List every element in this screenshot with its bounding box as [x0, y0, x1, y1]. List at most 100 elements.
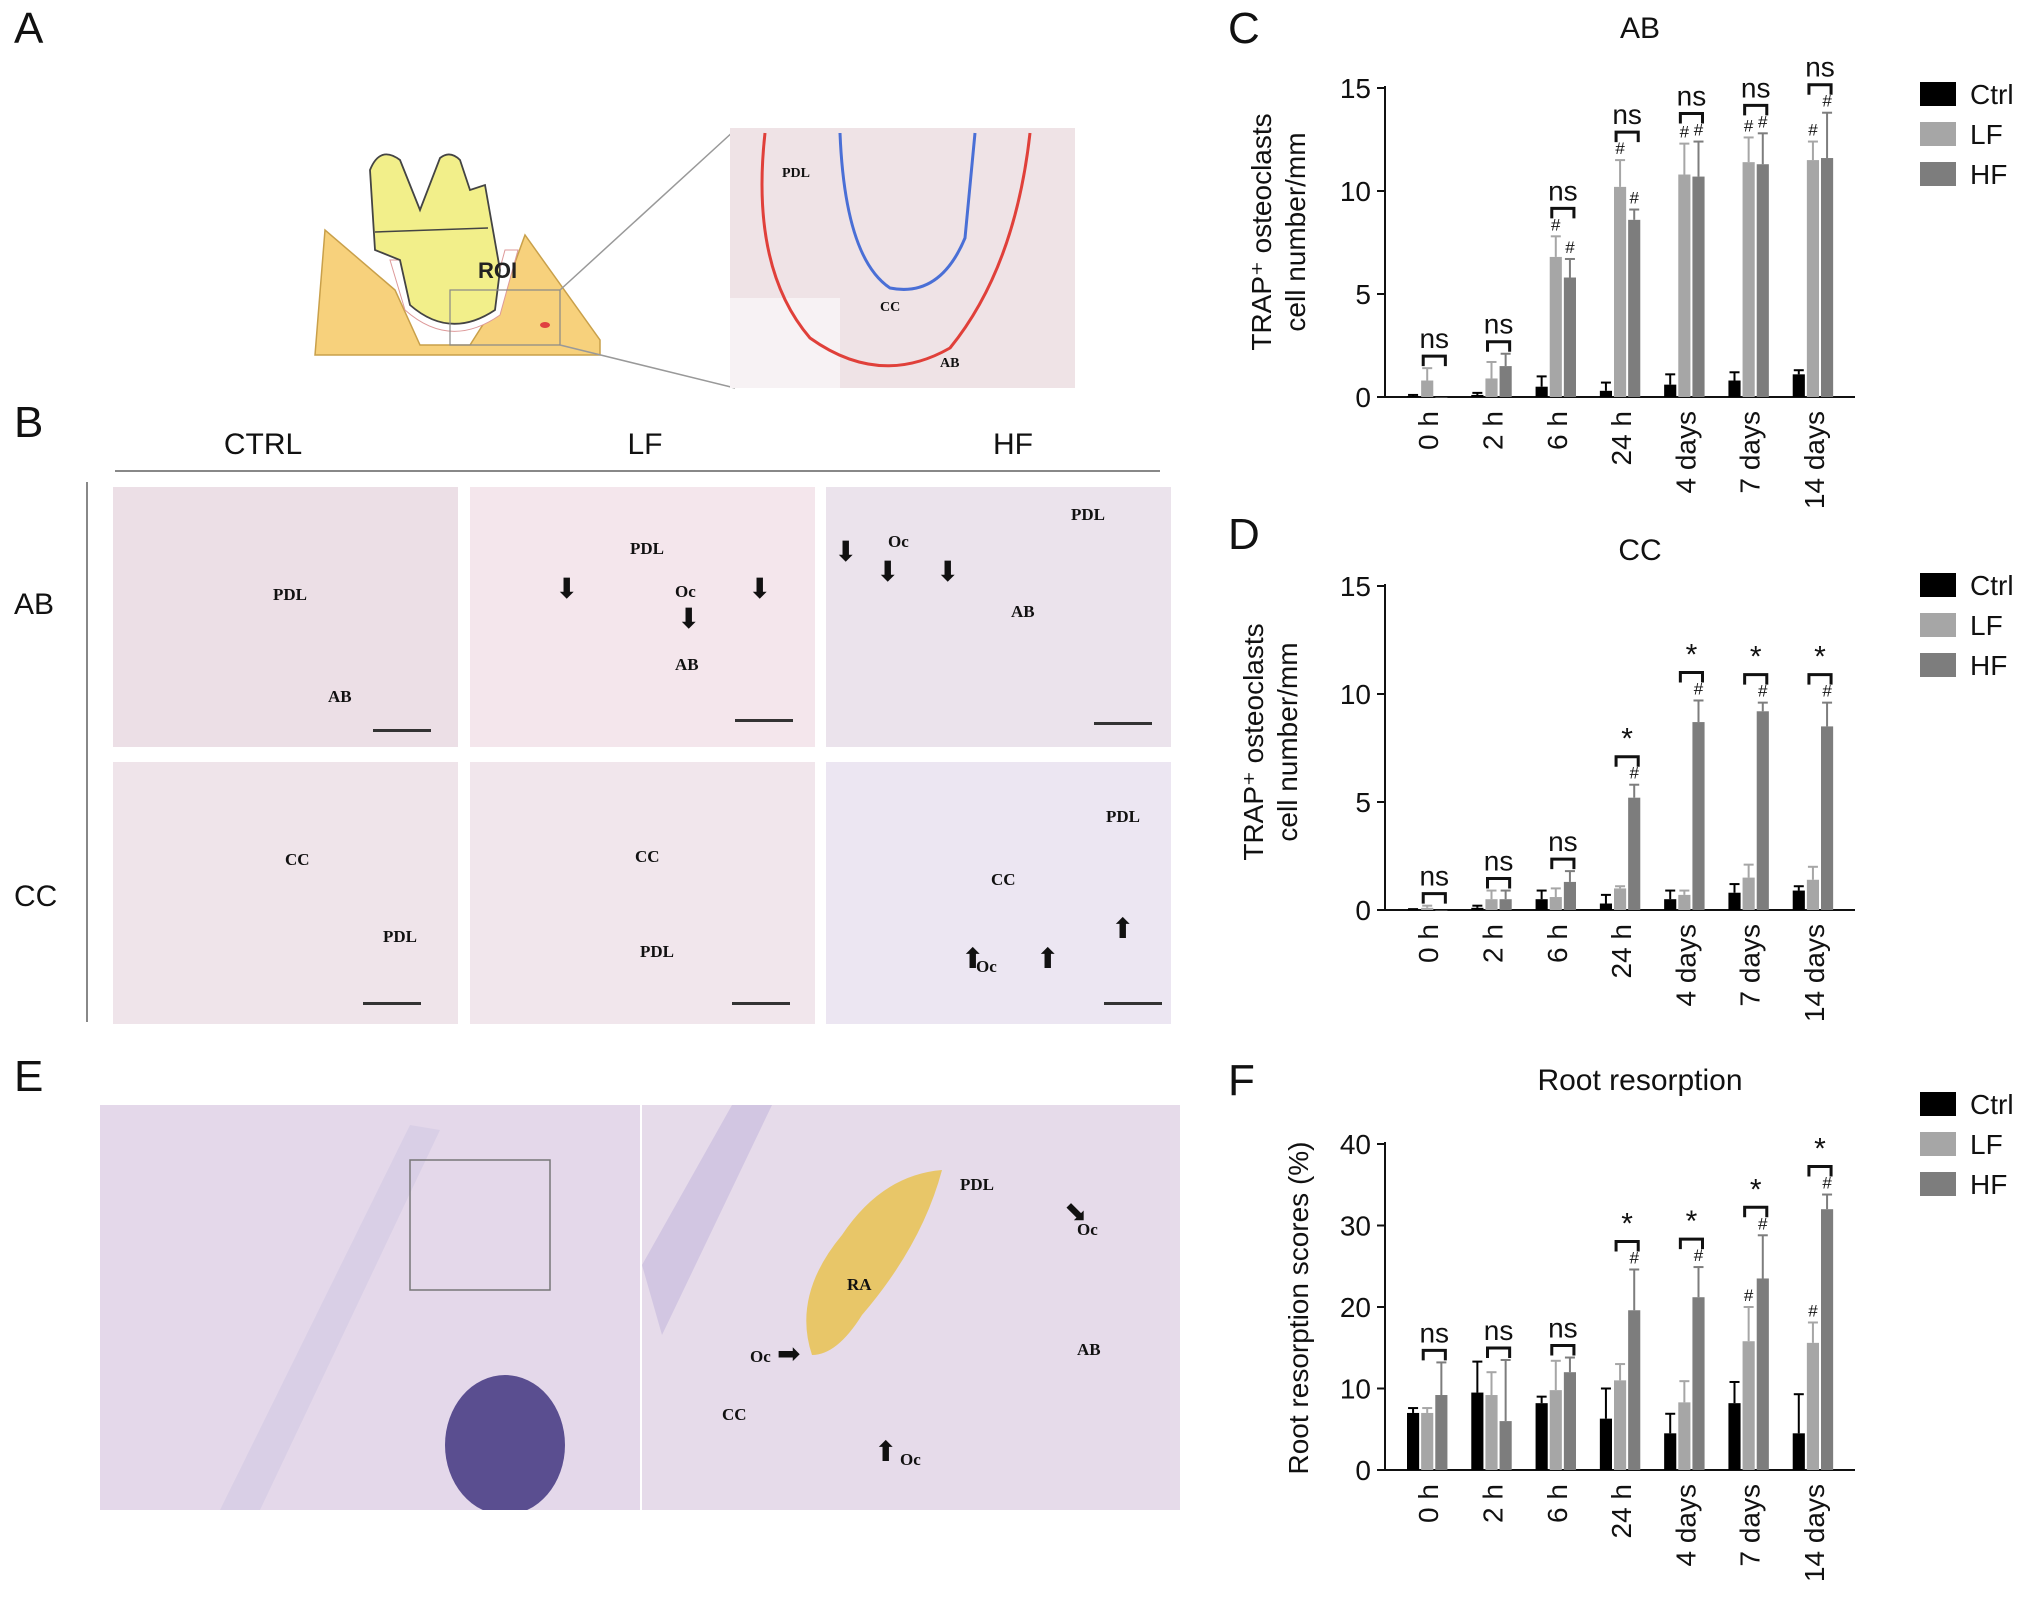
roi-label: ROI	[478, 258, 517, 283]
chart-cc-osteoclasts: CC 0 5 10 15 TRAP⁺ osteoclasts cell number/mm n…	[1238, 534, 2014, 1022]
y-axis-label: TRAP⁺ osteoclasts cell number/mm	[1238, 623, 1303, 860]
arrow-icon: ⬇	[677, 603, 701, 634]
x-tick-label: 0 h	[1413, 1484, 1444, 1523]
bar-hf	[1499, 899, 1512, 910]
y-tick-label: 10	[1340, 679, 1371, 710]
bar-lf	[1549, 897, 1562, 910]
bar-lf	[1806, 879, 1819, 910]
bar-hf	[1821, 158, 1834, 397]
bar-hf	[1563, 277, 1576, 397]
arrow-icon: ⬇	[748, 573, 772, 604]
comparison-label: ns	[1419, 323, 1449, 354]
significance-mark: #	[1694, 1246, 1704, 1265]
comparison-label: *	[1750, 641, 1762, 674]
arrow-icon: ⬇	[555, 573, 579, 604]
histology-label: Oc	[976, 957, 997, 976]
comparison-label: ns	[1419, 1317, 1449, 1348]
histology-label: Oc	[888, 532, 909, 551]
bar-lf	[1614, 1380, 1627, 1470]
comparison-bracket	[1550, 857, 1576, 870]
x-tick-label: 4 days	[1670, 411, 1701, 494]
histology-label: PDL	[960, 1175, 994, 1194]
scale-bar	[732, 1002, 790, 1005]
chart-root-resorption: Root resorption 0 10 20 30 40 Root resorption …	[1283, 1064, 2014, 1582]
row-header-cc: CC	[14, 880, 58, 913]
bar-ctrl	[1471, 1392, 1484, 1470]
bar-hf	[1692, 1297, 1705, 1470]
arrow-icon: ⬆	[1036, 943, 1060, 974]
panel-letter-b: B	[14, 398, 44, 447]
significance-mark: #	[1758, 682, 1768, 701]
column-header-rule	[115, 470, 1160, 472]
bar-lf	[1678, 1402, 1691, 1470]
legend-swatch	[1920, 613, 1956, 637]
roi-osteoclast-dot	[540, 322, 550, 328]
bar-ctrl	[1792, 1433, 1805, 1470]
ab-outline	[760, 132, 1032, 368]
significance-mark: #	[1565, 238, 1575, 257]
y-tick-label: 5	[1355, 279, 1371, 310]
bar-hf	[1756, 164, 1769, 397]
significance-mark: #	[1629, 764, 1639, 783]
bar-hf	[1628, 219, 1641, 397]
comparison-bracket	[1550, 1344, 1576, 1356]
legend-label: LF	[1970, 1129, 2003, 1160]
comparison-label: ns	[1677, 81, 1707, 112]
x-tick-label: 6 h	[1542, 411, 1573, 450]
histology-label: RA	[847, 1275, 872, 1294]
x-tick-label: 24 h	[1606, 1484, 1637, 1539]
roi-box	[449, 289, 561, 346]
bar-hf	[1563, 1372, 1576, 1470]
significance-mark: #	[1822, 1174, 1832, 1193]
x-tick-label: 14 days	[1799, 924, 1830, 1022]
x-tick-label: 6 h	[1542, 924, 1573, 963]
comparison-label: ns	[1548, 175, 1578, 206]
bar-hf	[1628, 797, 1641, 910]
comparison-bracket	[1807, 1165, 1833, 1177]
bar-ctrl	[1471, 907, 1484, 910]
histology-ab-hf: PDL Oc AB ⬇ ⬇ ⬇	[826, 487, 1171, 747]
histology-ab-ctrl: PDL AB	[113, 487, 458, 747]
y-tick-label: 20	[1340, 1292, 1371, 1323]
significance-mark: #	[1808, 1301, 1818, 1320]
row-header-rule	[86, 482, 88, 1022]
significance-mark: #	[1694, 121, 1704, 140]
bar-lf	[1614, 888, 1627, 910]
column-header-lf: LF	[627, 428, 663, 461]
panel-letter-f: F	[1228, 1056, 1255, 1105]
legend-label: LF	[1970, 610, 2003, 641]
arrow-icon: ⬆	[961, 943, 985, 974]
bar-ctrl	[1471, 394, 1484, 397]
significance-mark: #	[1551, 215, 1561, 234]
comparison-bracket	[1486, 1346, 1512, 1358]
histology-cc-ctrl: CC PDL	[113, 762, 458, 1024]
y-axis-label-line: TRAP⁺ osteoclasts	[1238, 623, 1269, 860]
zoomed-histology-a: PDL CC AB	[730, 128, 1075, 388]
comparison-bracket	[1421, 892, 1447, 904]
ra-region	[806, 1170, 942, 1355]
legend-swatch	[1920, 1172, 1956, 1196]
significance-mark: #	[1758, 112, 1768, 131]
legend-swatch	[1920, 162, 1956, 186]
comparison-bracket	[1807, 83, 1833, 95]
bar-lf	[1421, 907, 1434, 910]
comparison-bracket	[1486, 877, 1512, 889]
zoom-label-ab: AB	[940, 356, 960, 371]
chart-title: AB	[1620, 12, 1660, 45]
legend-swatch	[1920, 1092, 1956, 1116]
y-axis-label-line: Root resorption scores (%)	[1283, 1141, 1314, 1474]
bar-ctrl	[1535, 899, 1548, 910]
y-tick-label: 0	[1355, 895, 1371, 926]
zoom-box	[409, 1159, 551, 1291]
comparison-label: *	[1686, 638, 1698, 671]
histology-label: AB	[1077, 1340, 1101, 1359]
zoom-label-cc: CC	[880, 300, 901, 315]
histology-label: AB	[1011, 602, 1035, 621]
comparison-label: ns	[1741, 72, 1771, 103]
significance-mark: #	[1822, 682, 1832, 701]
bar-hf	[1435, 1395, 1448, 1470]
significance-mark: #	[1694, 679, 1704, 698]
comparison-label: ns	[1419, 861, 1449, 892]
comparison-label: ns	[1548, 1313, 1578, 1344]
bar-lf	[1742, 162, 1755, 397]
